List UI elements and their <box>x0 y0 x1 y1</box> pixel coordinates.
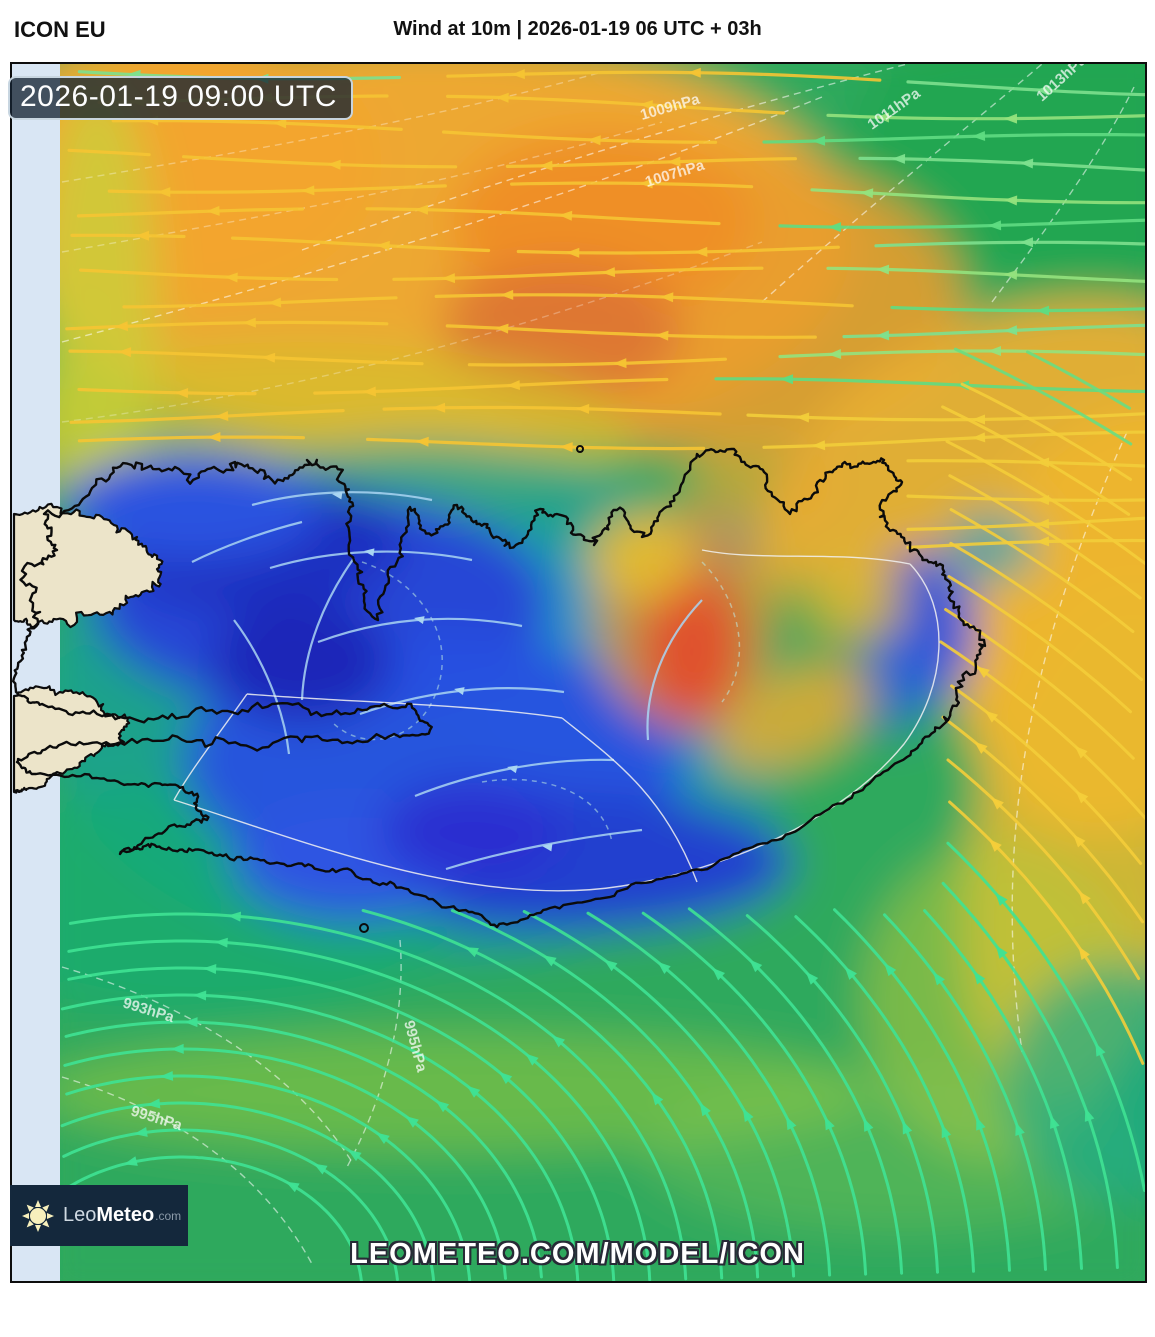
logo-text-tld: .com <box>155 1208 182 1223</box>
coastline <box>12 447 987 929</box>
wind-map: 1009hPa 1011hPa 1013hPa 1007hPa 993hPa 9… <box>10 62 1147 1283</box>
streamlines <box>60 67 1145 1281</box>
sun-icon <box>22 1199 54 1232</box>
model-name: ICON EU <box>14 17 106 42</box>
header-bar: ICON EU Wind at 10m | 2026-01-19 06 UTC … <box>0 0 1155 62</box>
nodata-strip <box>12 64 60 1281</box>
legend-bar: 0.05 km/h 010203040506070809010011012013… <box>0 1283 1155 1337</box>
timestamp-badge: 2026-01-19 09:00 UTC <box>8 76 353 120</box>
page-title: Wind at 10m | 2026-01-19 06 UTC + 03h <box>393 18 762 40</box>
roads <box>173 549 940 892</box>
logo-text-leo: Leo <box>63 1204 97 1226</box>
islets <box>359 445 584 933</box>
inland-contours <box>331 561 741 843</box>
logo-text-meteo: Meteo <box>96 1204 155 1226</box>
watermark-url: LEOMETEO.COM/MODEL/ICON <box>350 1238 805 1270</box>
wind-map-canvas: 1009hPa 1011hPa 1013hPa 1007hPa 993hPa 9… <box>12 64 1145 1281</box>
leometeo-logo: Leo Meteo .com <box>10 1185 188 1246</box>
